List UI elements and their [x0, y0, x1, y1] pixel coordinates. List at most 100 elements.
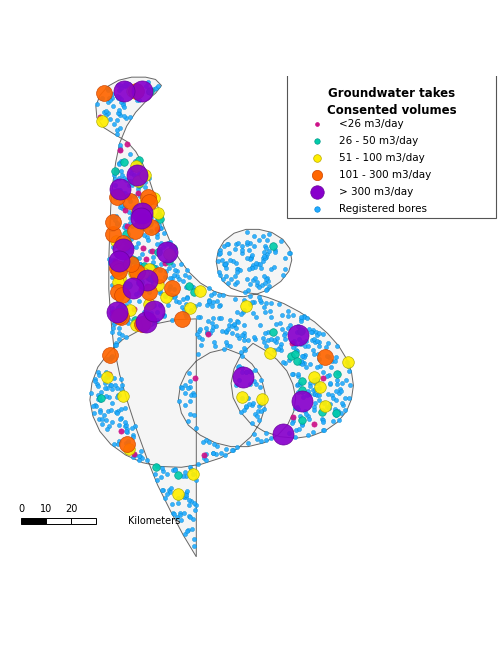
Point — [240, 295, 248, 306]
Point — [152, 462, 160, 473]
Point — [95, 370, 103, 380]
Point — [164, 263, 172, 273]
Point — [145, 218, 153, 228]
Point — [117, 374, 125, 384]
Text: 20: 20 — [65, 504, 77, 514]
Point — [102, 370, 110, 381]
Point — [186, 272, 194, 282]
Point — [130, 432, 138, 443]
Point — [240, 345, 248, 356]
Point — [216, 300, 224, 311]
Point — [130, 255, 138, 265]
Point — [134, 204, 142, 214]
Point — [239, 307, 247, 317]
Point — [202, 435, 210, 445]
Point — [183, 526, 191, 536]
Point — [336, 384, 344, 394]
Point — [168, 272, 176, 283]
Point — [135, 287, 143, 298]
Point — [326, 378, 334, 389]
Point — [161, 493, 169, 503]
Point — [209, 448, 217, 459]
Point — [319, 329, 327, 339]
Point — [132, 289, 140, 299]
Point — [166, 273, 174, 283]
Point — [115, 390, 123, 400]
Point — [314, 349, 322, 359]
Point — [319, 417, 327, 427]
Text: N: N — [304, 102, 316, 116]
Point — [310, 371, 318, 382]
Point — [338, 386, 345, 396]
Text: 51 - 100 m3/day: 51 - 100 m3/day — [338, 153, 424, 162]
Point — [211, 341, 219, 352]
Point — [280, 330, 288, 340]
Point — [279, 269, 287, 280]
Point — [128, 423, 136, 434]
Point — [140, 170, 147, 181]
Point — [170, 284, 178, 294]
Point — [114, 248, 122, 259]
Point — [195, 332, 203, 342]
Point — [234, 317, 242, 328]
Point — [152, 83, 160, 94]
Point — [213, 296, 221, 306]
Point — [285, 248, 293, 259]
Point — [159, 486, 167, 496]
Point — [126, 213, 134, 224]
Point — [188, 524, 196, 534]
Point — [120, 202, 128, 213]
Point — [331, 407, 339, 417]
Point — [94, 367, 102, 378]
Point — [203, 328, 211, 338]
Point — [117, 96, 125, 107]
Point — [165, 284, 173, 294]
Point — [310, 419, 318, 429]
Point — [187, 464, 195, 474]
Point — [300, 352, 308, 362]
Point — [212, 449, 220, 460]
Point — [116, 105, 124, 116]
Point — [176, 510, 184, 521]
Point — [126, 442, 134, 452]
Point — [177, 515, 185, 525]
Point — [235, 361, 243, 371]
Point — [250, 376, 258, 386]
Point — [114, 406, 122, 416]
Point — [244, 285, 252, 296]
Point — [94, 390, 102, 400]
Point — [150, 300, 158, 310]
Point — [118, 203, 126, 214]
Point — [118, 156, 126, 166]
Point — [118, 264, 126, 274]
Point — [143, 310, 151, 320]
Point — [144, 232, 152, 242]
Point — [315, 395, 323, 405]
Point — [109, 307, 117, 317]
Point — [154, 247, 162, 257]
Point — [122, 300, 130, 310]
Point — [307, 327, 315, 337]
Point — [112, 124, 120, 135]
Point — [260, 253, 268, 263]
Point — [191, 504, 199, 515]
Point — [98, 116, 106, 126]
Point — [128, 180, 136, 190]
Point — [123, 138, 131, 149]
Point — [185, 367, 193, 378]
Point — [304, 410, 312, 421]
Point — [248, 296, 256, 307]
Point — [115, 420, 123, 430]
Point — [276, 339, 284, 350]
Point — [134, 267, 142, 278]
Point — [182, 380, 190, 390]
Point — [273, 333, 281, 343]
Point — [300, 341, 308, 352]
Point — [184, 415, 192, 426]
Point — [294, 386, 302, 396]
Point — [136, 179, 143, 189]
Point — [298, 359, 306, 369]
Point — [130, 421, 138, 432]
Point — [106, 354, 114, 365]
Point — [154, 211, 162, 221]
